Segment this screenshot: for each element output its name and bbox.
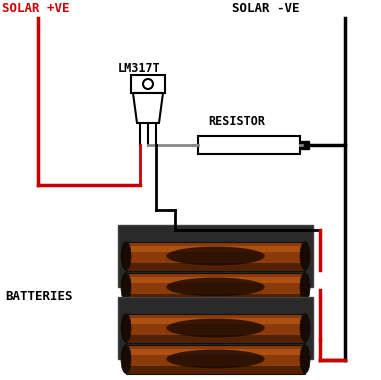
Bar	[126, 294, 305, 301]
Ellipse shape	[121, 242, 131, 271]
Polygon shape	[133, 93, 163, 123]
Bar	[118, 225, 313, 287]
Bar	[126, 366, 305, 374]
Bar	[126, 263, 305, 271]
Ellipse shape	[166, 318, 265, 337]
Ellipse shape	[300, 242, 310, 271]
Bar	[126, 318, 305, 324]
Ellipse shape	[166, 277, 265, 296]
Bar	[126, 272, 305, 301]
Ellipse shape	[121, 272, 131, 301]
Bar	[126, 246, 305, 252]
Bar	[126, 272, 305, 301]
Bar	[126, 314, 305, 342]
Bar	[126, 345, 305, 374]
Text: RESISTOR: RESISTOR	[208, 115, 265, 128]
Bar	[126, 242, 305, 271]
Bar	[126, 349, 305, 355]
Ellipse shape	[166, 247, 265, 265]
Bar	[301, 141, 309, 149]
Text: SOLAR -VE: SOLAR -VE	[232, 2, 299, 15]
Text: BATTERIES: BATTERIES	[5, 290, 72, 303]
Bar	[126, 314, 305, 342]
Ellipse shape	[121, 314, 131, 342]
Ellipse shape	[121, 345, 131, 374]
Ellipse shape	[300, 272, 310, 301]
Circle shape	[143, 79, 153, 89]
Bar	[126, 277, 305, 283]
Ellipse shape	[166, 350, 265, 369]
Bar	[126, 242, 305, 271]
Text: LM317T: LM317T	[118, 62, 161, 75]
Bar	[198, 136, 300, 154]
Bar	[118, 297, 313, 359]
Ellipse shape	[300, 314, 310, 342]
Bar	[126, 345, 305, 374]
Bar	[126, 335, 305, 342]
Text: SOLAR +VE: SOLAR +VE	[2, 2, 69, 15]
Ellipse shape	[300, 345, 310, 374]
Bar	[131, 75, 165, 93]
